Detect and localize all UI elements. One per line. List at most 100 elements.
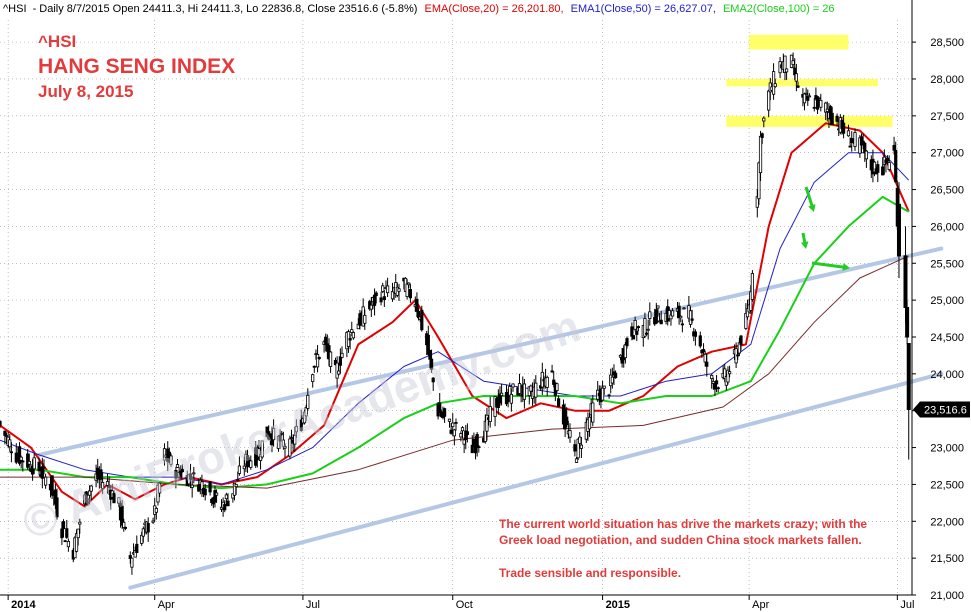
price-bar <box>338 348 342 374</box>
price-bar <box>488 396 492 428</box>
x-tick-label: 2015 <box>606 599 630 611</box>
trend-arrow <box>811 261 850 271</box>
price-bar-body <box>465 431 470 435</box>
price-bar-body <box>625 338 629 347</box>
price-bar-body <box>511 383 515 388</box>
price-bar-body <box>328 351 333 367</box>
price-bar-body <box>260 440 264 458</box>
price-bar-body <box>66 541 70 548</box>
price-bar <box>420 305 424 332</box>
price-bar <box>358 310 362 330</box>
price-bar-body <box>812 106 816 109</box>
price-bar-body <box>671 310 675 317</box>
price-bar-body <box>234 484 238 488</box>
price-bar <box>460 426 465 439</box>
price-bar-body <box>224 494 228 500</box>
price-bar-body <box>21 460 25 463</box>
price-bar <box>864 150 869 168</box>
price-bar-body <box>785 68 789 73</box>
price-bar-body <box>26 453 30 468</box>
trend-channel <box>37 246 944 590</box>
price-bar-body <box>63 540 67 543</box>
price-bar <box>846 124 851 137</box>
price-bar <box>711 377 715 390</box>
price-bar-body <box>426 334 430 355</box>
trend-arrow <box>800 232 809 249</box>
price-bar-body <box>146 523 150 533</box>
price-bar <box>304 404 308 421</box>
price-bar <box>442 407 447 423</box>
price-bar <box>555 382 559 393</box>
price-bar <box>714 375 719 393</box>
note-line-2: Greek load negotiation, and sudden China… <box>499 533 862 547</box>
price-bar-body <box>736 354 740 357</box>
price-bar <box>545 375 549 397</box>
price-bar <box>750 270 755 302</box>
price-bar-body <box>141 528 145 537</box>
price-bar-body <box>680 323 684 326</box>
price-bar-body <box>350 329 354 333</box>
price-bar <box>819 93 823 112</box>
price-bar <box>511 383 515 392</box>
price-bar-body <box>643 318 647 337</box>
price-bar-body <box>623 344 627 359</box>
price-bar-body <box>338 356 342 366</box>
price-bar <box>379 291 383 306</box>
price-bar <box>760 132 764 145</box>
price-bar <box>783 55 787 81</box>
price-bar <box>796 81 800 88</box>
price-bar <box>315 345 320 373</box>
price-bar <box>728 365 732 378</box>
price-bar <box>154 507 158 520</box>
price-bar-body <box>767 90 771 111</box>
price-bar <box>679 315 683 323</box>
price-bar <box>408 283 413 303</box>
price-bar <box>682 307 686 310</box>
price-bar <box>350 321 354 337</box>
price-bar <box>208 481 212 496</box>
trend-arrow-head <box>800 241 809 249</box>
price-bar <box>607 393 611 399</box>
price-bar-body <box>846 130 851 137</box>
price-bar <box>226 493 230 507</box>
price-bar-body <box>449 429 453 434</box>
y-tick-label: 22,500 <box>930 479 964 491</box>
price-bar <box>802 92 807 111</box>
price-bar-body <box>783 55 787 74</box>
price-bar-body <box>545 376 549 388</box>
price-bar-body <box>804 92 808 95</box>
price-bar-body <box>654 309 658 324</box>
price-bar-body <box>534 382 538 398</box>
price-bar-body <box>610 376 614 384</box>
price-bar-body <box>337 370 341 375</box>
price-bar <box>249 455 253 470</box>
price-bar-body <box>631 335 636 340</box>
price-bar <box>117 497 121 508</box>
resistance-zones <box>726 34 893 127</box>
price-bar-body <box>648 311 652 319</box>
price-bar <box>26 449 30 470</box>
price-bar <box>452 428 456 446</box>
price-bar <box>397 283 401 302</box>
price-bar-body <box>4 435 9 437</box>
price-bar <box>739 334 743 351</box>
price-bar-body <box>630 326 634 337</box>
price-bar-body <box>151 520 155 523</box>
y-tick-label: 23,000 <box>930 443 964 455</box>
price-bar-body <box>705 361 709 367</box>
price-bar <box>596 381 600 402</box>
price-bar-body <box>477 446 481 448</box>
price-bar <box>223 500 227 513</box>
price-bar-body <box>574 458 579 463</box>
y-tick-label: 26,500 <box>930 185 964 197</box>
price-bar <box>157 482 162 497</box>
price-bar-body <box>853 132 857 147</box>
price-bar-body <box>8 439 12 448</box>
price-bar-body <box>602 385 606 389</box>
trend-arrow-head <box>808 204 816 212</box>
price-bar <box>429 349 434 373</box>
note-line-3: Trade sensible and responsible. <box>499 566 681 580</box>
price-bar-body <box>135 543 139 554</box>
price-bar <box>346 329 351 353</box>
price-bar <box>648 302 652 326</box>
